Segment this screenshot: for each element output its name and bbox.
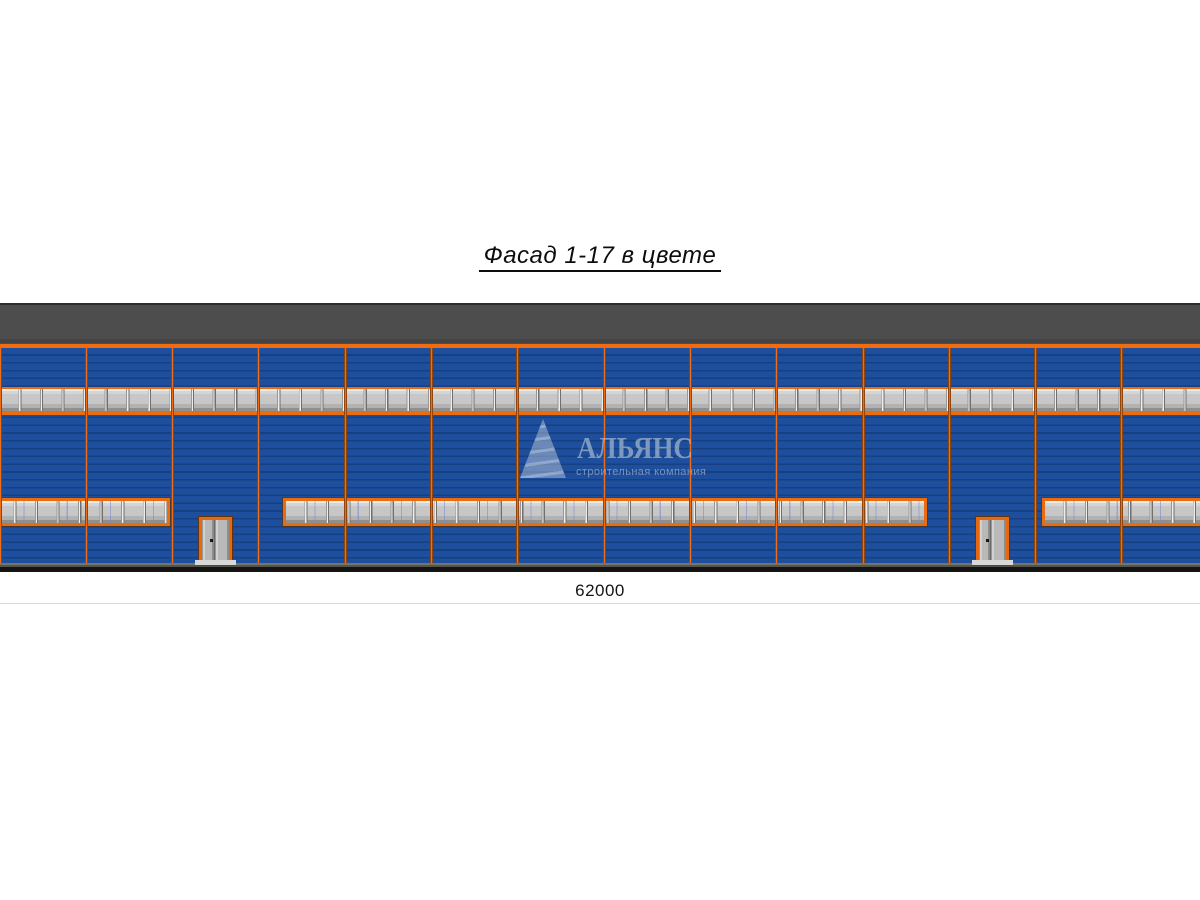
door-handle [209, 539, 213, 542]
door-threshold [195, 560, 237, 565]
steel-mullion [861, 348, 865, 563]
door-leaf-left [202, 520, 214, 560]
watermark-company-subtitle: строительная компания [576, 466, 707, 478]
steel-mullion [430, 348, 433, 563]
window-panes [0, 389, 1200, 411]
door-leaf-right [990, 520, 1006, 560]
steel-mullion [171, 348, 175, 563]
dimension-line [0, 603, 1200, 604]
door-leaf-right [213, 520, 230, 560]
title-row: Фасад 1-17 в цвете [0, 244, 1200, 272]
steel-mullion [602, 348, 606, 563]
watermark-company-name: АЛЬЯНС [577, 430, 693, 465]
eave-accent-stripe [0, 343, 1200, 348]
steel-mullion [1034, 348, 1038, 563]
ground-line [0, 563, 1200, 572]
entrance-door [971, 517, 1013, 565]
steel-mullion [257, 348, 261, 563]
watermark-triangle-logo-icon [520, 419, 566, 478]
dimension-value: 62000 [575, 581, 625, 600]
steel-mullion [1120, 348, 1124, 563]
drawing-title: Фасад 1-17 в цвете [478, 244, 722, 272]
clerestory-window-band [0, 387, 1200, 415]
steel-mullion [947, 348, 951, 563]
steel-mullion [688, 348, 692, 563]
steel-mullion [0, 348, 2, 563]
steel-mullion [343, 348, 347, 563]
window-panes [0, 501, 167, 523]
door-leaf-left [978, 520, 991, 560]
door-handle [986, 539, 990, 542]
roof-parapet-band [0, 303, 1200, 343]
steel-mullion [516, 348, 520, 563]
watermark: АЛЬЯНС строительная компания [515, 417, 706, 481]
steel-mullion [84, 348, 88, 563]
entrance-door [195, 517, 237, 565]
door-threshold [971, 560, 1013, 565]
steel-mullion [775, 348, 779, 563]
